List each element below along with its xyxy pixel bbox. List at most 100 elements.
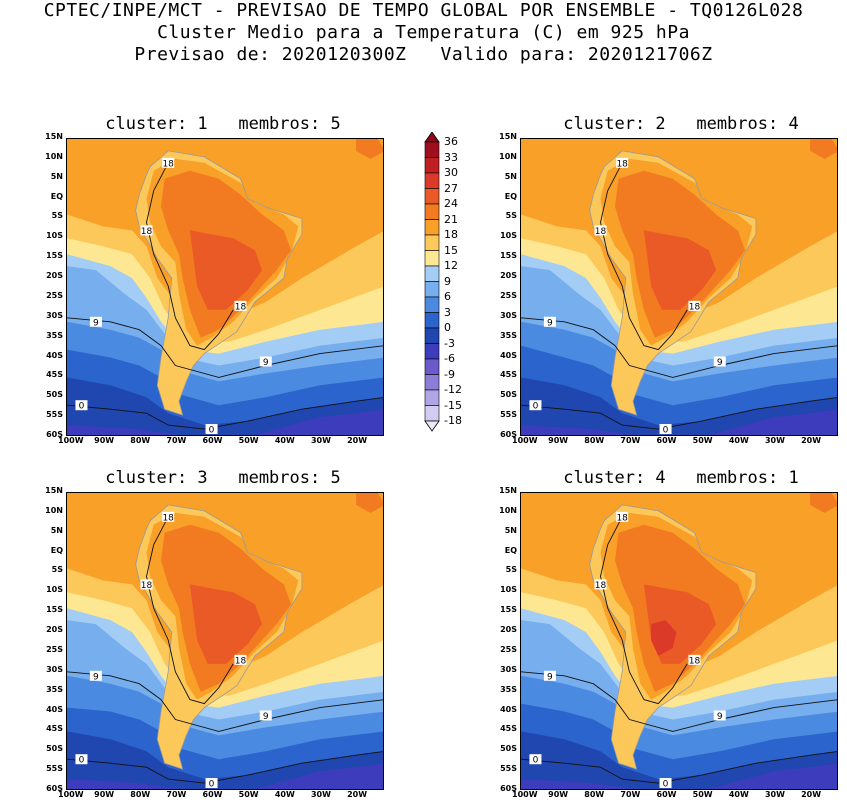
temperature-band xyxy=(67,763,383,789)
colorbar-tick-label: 33 xyxy=(444,150,458,164)
contour-label-18-bg xyxy=(688,300,701,311)
lon-tick-label: 80W xyxy=(130,436,151,445)
lat-tick-label: 10S xyxy=(46,585,63,595)
coastline xyxy=(135,504,303,770)
colorbar-tick-label: -18 xyxy=(444,414,462,427)
coastline xyxy=(135,150,303,416)
contour-label-18-bg xyxy=(594,225,607,236)
colorbar-tick-label: 15 xyxy=(444,243,458,257)
contour-label-18: 18 xyxy=(162,513,174,523)
contour-label-0-bg xyxy=(75,754,88,765)
contour-label-18-bg xyxy=(616,511,629,522)
panel-3-title: cluster: 3 membros: 5 xyxy=(105,468,341,488)
contour-0-line xyxy=(521,751,837,784)
contour-label-0-bg xyxy=(659,424,672,435)
temperature-band xyxy=(67,731,383,789)
lat-tick-label: 25S xyxy=(46,290,63,300)
lat-tick-label: 10N xyxy=(45,151,63,161)
lat-tick-label: 45S xyxy=(46,724,63,734)
lon-tick-label: 60W xyxy=(656,790,677,799)
panel-1-map: 18 18 18 9 9 0 0 xyxy=(66,138,384,436)
temperature-field: 18 18 18 9 9 0 0 xyxy=(521,139,837,435)
colorbar-segment xyxy=(424,343,440,360)
contour-label-0: 0 xyxy=(209,780,215,790)
contour-label-9-bg xyxy=(713,710,726,721)
lat-tick-label: 5S xyxy=(51,565,63,575)
colorbar-min-triangle xyxy=(424,420,440,432)
lat-tick-label: 15N xyxy=(499,132,517,141)
colorbar-tick-label: 6 xyxy=(444,290,451,303)
contour-label-0-bg xyxy=(205,424,218,435)
lat-tick-label: 45S xyxy=(46,370,63,380)
contour-label-18-bg xyxy=(162,511,175,522)
warm-patch xyxy=(810,493,837,513)
lat-tick-label: 50S xyxy=(46,390,63,400)
land-temperature-band xyxy=(651,266,677,302)
lon-tick-label: 30W xyxy=(310,436,331,445)
contour-label-18: 18 xyxy=(689,656,701,666)
lon-tick-label: 60W xyxy=(202,790,223,799)
panel-3-map: 18 18 18 9 9 0 0 xyxy=(66,492,384,790)
coastline xyxy=(589,150,757,416)
lon-tick-label: 60W xyxy=(656,436,677,445)
contour-label-18-bg xyxy=(688,654,701,665)
contour-label-18: 18 xyxy=(141,227,153,237)
lon-tick-label: 40W xyxy=(274,436,295,445)
lat-tick-label: EQ xyxy=(50,191,63,201)
lon-tick-label: 20W xyxy=(801,436,822,445)
lon-tick-label: 80W xyxy=(130,790,151,799)
colorbar-tick-label: 12 xyxy=(444,259,458,272)
lat-tick-label: 5N xyxy=(50,171,63,181)
contour-label-9-bg xyxy=(89,316,102,327)
colorbar-tick-label: 30 xyxy=(444,166,458,179)
colorbar-tick-label: 21 xyxy=(444,212,458,226)
lat-tick-label: 55S xyxy=(46,764,63,774)
lat-tick-label: 35S xyxy=(46,330,63,340)
temperature-band xyxy=(521,377,837,435)
lat-tick-label: 25S xyxy=(500,644,517,654)
contour-label-9-bg xyxy=(543,316,556,327)
lat-tick-label: 10S xyxy=(500,231,517,241)
lat-tick-label: 25S xyxy=(46,644,63,654)
lat-tick-label: 25S xyxy=(500,290,517,300)
lon-tick-label: 70W xyxy=(166,436,187,445)
lat-tick-label: 5S xyxy=(51,211,63,221)
colorbar-segment xyxy=(424,405,440,422)
colorbar-segment xyxy=(424,203,440,220)
colorbar-segment xyxy=(424,172,440,189)
colorbar-tick-label: 0 xyxy=(444,321,451,334)
colorbar-segment xyxy=(424,157,440,174)
colorbar-tick-label: -15 xyxy=(444,398,462,412)
lon-tick-label: 90W xyxy=(548,790,569,799)
contour-label-18-bg xyxy=(616,157,629,168)
temperature-band xyxy=(67,409,383,435)
contour-label-9: 9 xyxy=(547,318,553,328)
contour-label-0-bg xyxy=(529,754,542,765)
temperature-band xyxy=(67,377,383,435)
contour-label-9-bg xyxy=(259,356,272,367)
lon-tick-label: 30W xyxy=(310,790,331,799)
contour-0-line xyxy=(67,751,383,784)
contour-label-18-bg xyxy=(140,225,153,236)
lon-tick-label: 20W xyxy=(347,790,368,799)
colorbar-segment xyxy=(424,374,440,391)
panel-4-map: 18 18 18 9 9 0 0 xyxy=(520,492,838,790)
temperature-colorbar xyxy=(424,132,440,432)
contour-label-0: 0 xyxy=(663,780,669,790)
lon-tick-label: 30W xyxy=(764,436,785,445)
contour-label-18: 18 xyxy=(235,302,247,312)
contour-18-line xyxy=(600,516,688,705)
contour-0-line xyxy=(67,397,383,430)
colorbar-segment xyxy=(424,250,440,267)
warm-patch xyxy=(356,139,383,159)
contour-9-line xyxy=(521,317,837,378)
colorbar-tick-label: -9 xyxy=(444,367,455,381)
colorbar-tick-label: 18 xyxy=(444,228,458,241)
lat-tick-label: 5S xyxy=(505,565,517,575)
contour-label-0: 0 xyxy=(533,402,539,412)
lat-tick-label: 30S xyxy=(46,664,63,674)
panel-1-title: cluster: 1 membros: 5 xyxy=(105,114,341,134)
contour-18-line xyxy=(600,162,688,351)
lat-tick-label: 50S xyxy=(500,390,517,400)
colorbar-tick-label: 9 xyxy=(444,274,451,288)
